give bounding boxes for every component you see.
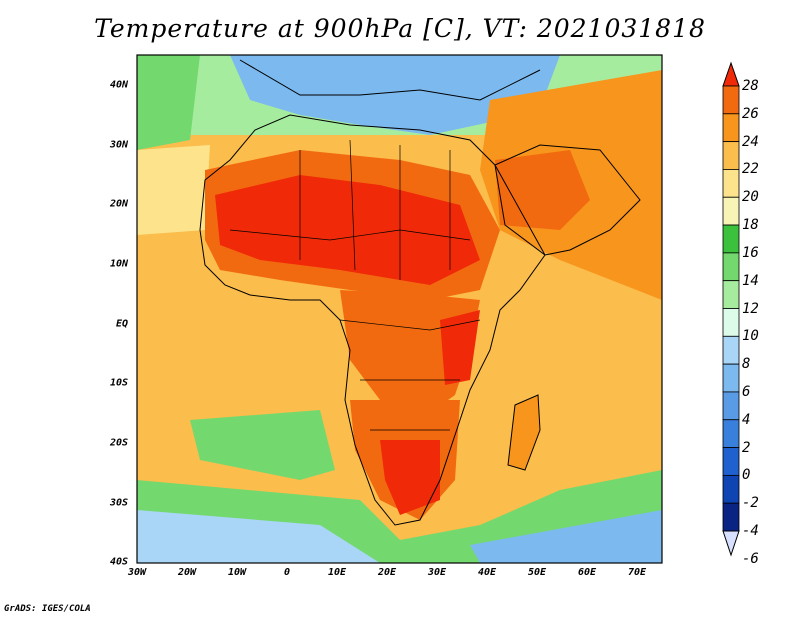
y-tick-label: 30N bbox=[109, 139, 128, 151]
africa-coastline bbox=[199, 114, 546, 526]
colorbar-box bbox=[722, 474, 740, 504]
southern-africa-core bbox=[380, 440, 440, 515]
colorbar-box bbox=[722, 252, 740, 282]
colorbar-box bbox=[722, 141, 740, 170]
colorbar-box bbox=[722, 391, 740, 421]
arabia-hot bbox=[495, 150, 590, 230]
colorbar-box bbox=[722, 447, 740, 476]
y-tick-label: 40N bbox=[109, 79, 128, 91]
colorbar-label: 18 bbox=[742, 217, 759, 234]
country-borders bbox=[229, 139, 481, 431]
colorbar-box bbox=[722, 363, 740, 393]
southern-ocean-cold-west bbox=[137, 510, 380, 563]
y-tick-label: 10N bbox=[109, 258, 128, 270]
grads-credit: GrADS: IGES/COLA bbox=[4, 604, 91, 614]
colorbar-box bbox=[722, 280, 740, 309]
colorbar-label: -4 bbox=[742, 523, 759, 539]
southern-ocean-cold-east bbox=[470, 510, 662, 563]
mediterranean-cold bbox=[230, 55, 560, 135]
y-tick-label: 20N bbox=[109, 198, 128, 210]
colorbar-label: -2 bbox=[742, 495, 759, 512]
x-tick-label: 10E bbox=[327, 567, 347, 578]
colorbar-bottom-arrow bbox=[722, 530, 740, 557]
x-tick-label: 70E bbox=[627, 567, 647, 578]
colorbar-top-arrow bbox=[722, 61, 740, 87]
colorbar-label: 14 bbox=[742, 272, 759, 289]
x-tick-label: 20E bbox=[377, 567, 397, 578]
y-tick-label: 30S bbox=[109, 497, 128, 509]
map-title: Temperature at 900hPa [C], VT: 202103181… bbox=[94, 14, 706, 43]
colorbar-label: -6 bbox=[742, 550, 759, 567]
colorbar-label: 2 bbox=[742, 439, 751, 456]
colorbar bbox=[722, 61, 740, 557]
atlantic-subtropic bbox=[137, 145, 210, 235]
colorbar-label: 12 bbox=[742, 300, 759, 317]
x-tick-label: 30E bbox=[427, 567, 447, 578]
x-tick-label: 40E bbox=[477, 567, 497, 578]
east-africa-core bbox=[440, 310, 480, 385]
colorbar-label: 22 bbox=[742, 161, 759, 178]
y-tick-label: 40S bbox=[109, 556, 128, 568]
atlantic-north-green bbox=[137, 55, 200, 150]
colorbar-box bbox=[722, 224, 740, 254]
europe-coastline bbox=[239, 59, 541, 101]
y-tick-label: 10S bbox=[109, 377, 128, 389]
x-tick-label: 0 bbox=[283, 567, 291, 578]
y-tick-label: 20S bbox=[109, 437, 128, 449]
colorbar-box bbox=[722, 308, 740, 337]
temperature-field bbox=[137, 55, 662, 563]
colorbar-label: 20 bbox=[742, 189, 759, 206]
colorbar-box bbox=[722, 502, 740, 532]
colorbar-label: 24 bbox=[742, 133, 759, 150]
map-frame bbox=[136, 54, 663, 564]
colorbar-label: 28 bbox=[742, 78, 759, 94]
colorbar-box bbox=[722, 196, 740, 226]
colorbar-label: 0 bbox=[742, 467, 751, 484]
x-tick-label: 60E bbox=[577, 567, 597, 578]
colorbar-label: 26 bbox=[742, 105, 759, 122]
colorbar-label: 4 bbox=[742, 411, 751, 428]
x-tick-label: 10W bbox=[227, 567, 247, 578]
x-tick-label: 20W bbox=[177, 567, 197, 578]
colorbar-label: 16 bbox=[742, 244, 759, 261]
colorbar-box bbox=[722, 113, 740, 143]
south-atlantic-green bbox=[190, 410, 335, 480]
colorbar-box bbox=[722, 169, 740, 198]
colorbar-label: 8 bbox=[742, 356, 751, 373]
sahel-core bbox=[215, 175, 480, 285]
colorbar-box bbox=[722, 419, 740, 448]
y-tick-label: EQ bbox=[115, 318, 128, 330]
madagascar-coastline bbox=[507, 394, 541, 471]
colorbar-label: 10 bbox=[742, 328, 759, 345]
arabia-coastline bbox=[494, 144, 641, 256]
colorbar-label: 6 bbox=[742, 383, 751, 400]
x-tick-label: 30W bbox=[127, 567, 147, 578]
x-tick-label: 50E bbox=[527, 567, 547, 578]
colorbar-box bbox=[722, 85, 740, 115]
colorbar-box bbox=[722, 335, 740, 365]
